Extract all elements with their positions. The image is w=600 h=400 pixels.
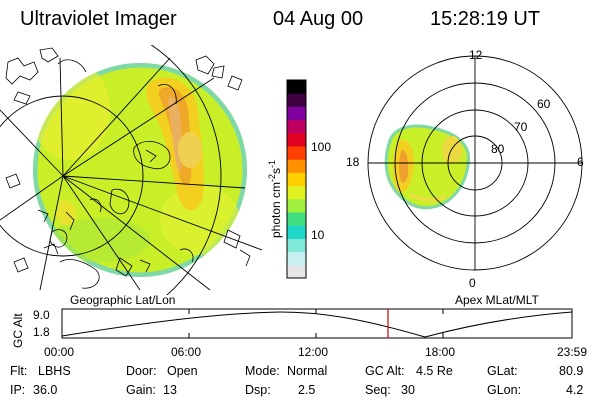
door-label: Door: — [126, 364, 157, 378]
door-value: Open — [167, 364, 198, 378]
colorbar-segment — [287, 238, 306, 253]
altitude-tick-low: 1.8 — [33, 325, 50, 339]
time-tick-1800: 18:00 — [425, 345, 456, 359]
colorbar-segment — [287, 80, 306, 94]
colorbar — [287, 80, 306, 279]
glon-label: GLon: — [487, 383, 522, 397]
colorbar-segment — [287, 198, 306, 213]
seq-label: Seq: — [365, 383, 391, 397]
altitude-plot — [61, 308, 573, 339]
aurora-band — [146, 77, 204, 211]
mlt-label-0: 0 — [469, 276, 476, 290]
colorbar-segment — [287, 172, 306, 187]
colorbar-segment — [287, 185, 306, 200]
colorbar-segment — [287, 93, 306, 107]
altitude-y-label: GC Alt — [11, 313, 25, 348]
altitude-tick-high: 9.0 — [33, 308, 50, 322]
time-label: 15:28:19 UT — [430, 8, 541, 30]
glat-value: 80.9 — [559, 364, 584, 378]
polar-plot — [367, 55, 583, 271]
geographic-map — [0, 45, 262, 295]
mlt-label-18: 18 — [346, 155, 360, 169]
altitude-plot-frame — [61, 308, 573, 339]
colorbar-segment — [287, 146, 306, 160]
lat-label-70: 70 — [514, 120, 528, 134]
mlt-label-12: 12 — [469, 48, 483, 62]
ip-value: 36.0 — [33, 383, 58, 397]
time-tick-0600: 06:00 — [171, 345, 202, 359]
flt-label: Flt: — [10, 364, 28, 378]
flt-value: LBHS — [38, 364, 71, 378]
gcalt-label: GC Alt: — [365, 364, 405, 378]
altitude-ticks — [61, 309, 444, 338]
mlt-label-6: 6 — [577, 155, 584, 169]
glon-value: 4.2 — [566, 383, 584, 397]
colorbar-tick-100: 100 — [311, 140, 332, 154]
lat-label-80: 80 — [491, 142, 505, 156]
app-title: Ultraviolet Imager — [20, 8, 177, 30]
gcalt-value: 4.5 Re — [416, 364, 453, 378]
geographic-caption: Geographic Lat/Lon — [70, 293, 176, 307]
polar-caption: Apex MLat/MLT — [455, 293, 539, 307]
colorbar-segment — [287, 251, 306, 266]
colorbar-unit-label: photon cm-2s-1 — [267, 159, 283, 238]
dsp-label: Dsp: — [245, 383, 271, 397]
colorbar-segment — [287, 212, 306, 226]
mode-value: Normal — [287, 364, 328, 378]
altitude-curve — [61, 311, 573, 338]
time-tick-1200: 12:00 — [298, 345, 329, 359]
colorbar-segment — [287, 119, 306, 134]
polar-grid — [367, 55, 583, 271]
colorbar-segment — [287, 159, 306, 173]
time-tick-0000: 00:00 — [44, 345, 75, 359]
colorbar-frame — [286, 79, 307, 279]
ip-label: IP: — [10, 383, 26, 397]
colorbar-segment — [287, 225, 306, 239]
dsp-value: 2.5 — [298, 383, 316, 397]
latlon-grid — [0, 45, 262, 295]
auroral-oval — [384, 124, 470, 210]
gain-label: Gain: — [126, 383, 156, 397]
time-tick-2359: 23:59 — [557, 345, 588, 359]
date-label: 04 Aug 00 — [273, 8, 364, 30]
gain-value: 13 — [163, 383, 177, 397]
colorbar-tick-10: 10 — [311, 228, 325, 242]
colorbar-segment — [287, 106, 306, 121]
lat-label-60: 60 — [537, 97, 551, 111]
colorbar-segment — [287, 264, 306, 279]
mode-label: Mode: — [245, 364, 280, 378]
coastlines — [5, 47, 251, 289]
colorbar-segment — [287, 132, 306, 147]
glat-label: GLat: — [487, 364, 518, 378]
seq-value: 30 — [401, 383, 415, 397]
